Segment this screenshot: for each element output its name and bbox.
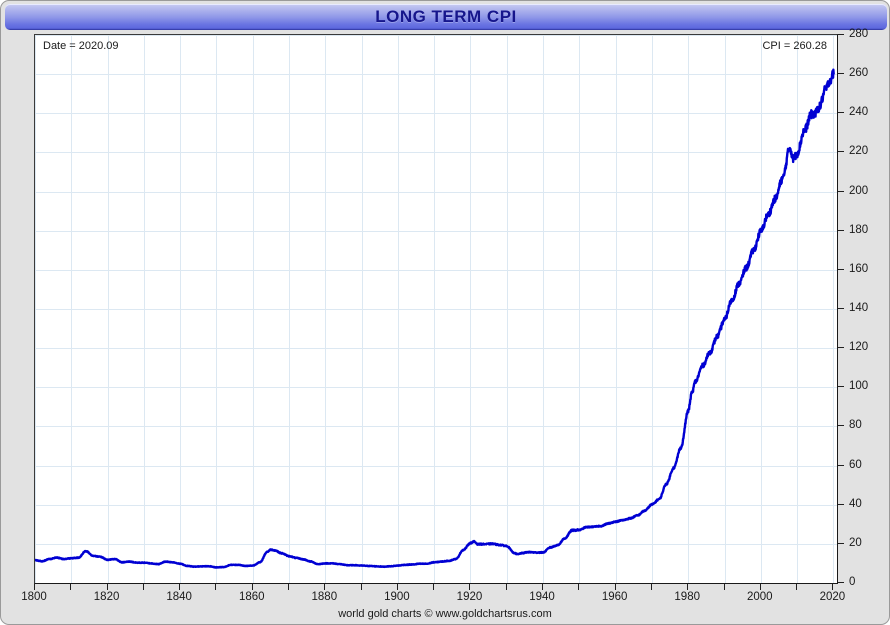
gridlines [35,35,837,583]
y-tick-mark [838,151,844,152]
y-tick-label: 280 [849,28,869,40]
x-tick-label: 2000 [746,591,773,603]
footer-credit: world gold charts © www.goldchartsrus.co… [338,608,552,620]
x-tick-mark [651,584,652,590]
x-tick-label: 1980 [674,591,700,603]
x-tick-label: 1940 [529,591,555,603]
x-tick-mark [252,584,253,590]
y-tick-label: 140 [849,302,869,314]
x-tick-label: 1920 [456,591,483,603]
y-tick-label: 260 [849,67,869,80]
y-tick-mark [838,191,844,192]
y-tick-mark [838,347,844,348]
y-tick-mark [838,73,844,74]
x-tick-mark [70,584,71,590]
window-titlebar: LONG TERM CPI [5,4,887,30]
cpi-line-chart [35,35,837,583]
x-tick-mark [542,584,543,590]
y-tick-label: 220 [849,145,869,158]
y-tick-mark [838,34,844,35]
x-tick-mark [143,584,144,590]
y-tick-mark [838,230,844,231]
x-tick-mark [615,584,616,590]
y-tick-mark [838,543,844,544]
y-tick-label: 20 [849,536,862,549]
y-tick-label: 120 [849,341,869,354]
x-tick-mark [215,584,216,590]
y-tick-label: 0 [849,576,856,588]
page-title: LONG TERM CPI [375,7,517,26]
y-tick-label: 160 [849,262,869,275]
x-tick-label: 1960 [601,591,628,603]
x-tick-mark [179,584,180,590]
x-tick-mark [796,584,797,590]
y-tick-mark [838,582,844,583]
x-tick-mark [506,584,507,590]
x-tick-label: 1800 [21,591,47,603]
x-tick-label: 1900 [384,591,410,603]
x-tick-mark [433,584,434,590]
x-tick-mark [724,584,725,590]
cpi-readout: CPI = 260.28 [762,40,827,52]
x-tick-label: 1860 [238,591,265,603]
x-tick-mark [361,584,362,590]
y-tick-mark [838,465,844,466]
y-tick-mark [838,386,844,387]
x-tick-label: 2020 [819,591,846,603]
y-tick-label: 180 [849,223,869,236]
x-tick-mark [34,584,35,590]
x-tick-mark [324,584,325,590]
date-readout: Date = 2020.09 [43,40,119,52]
x-tick-mark [107,584,108,590]
y-tick-mark [838,425,844,426]
y-tick-label: 200 [849,184,869,197]
x-tick-label: 1840 [166,591,192,603]
y-tick-label: 100 [849,380,869,393]
x-tick-mark [397,584,398,590]
x-tick-mark [578,584,579,590]
plot-area: Date = 2020.09 CPI = 260.28 [34,34,838,584]
x-tick-mark [832,584,833,590]
y-tick-mark [838,269,844,270]
plot-wrapper: Date = 2020.09 CPI = 260.28 [34,34,839,585]
y-tick-mark [838,504,844,505]
y-tick-label: 80 [849,419,862,432]
x-tick-label: 1880 [311,591,338,603]
y-tick-label: 40 [849,497,862,510]
y-tick-label: 60 [849,458,862,471]
cpi-data-line [35,68,835,569]
x-tick-mark [760,584,761,590]
y-tick-mark [838,112,844,113]
x-tick-mark [469,584,470,590]
x-tick-mark [288,584,289,590]
y-tick-label: 240 [849,106,869,119]
y-tick-mark [838,308,844,309]
x-tick-label: 1820 [93,591,120,603]
x-tick-mark [687,584,688,590]
